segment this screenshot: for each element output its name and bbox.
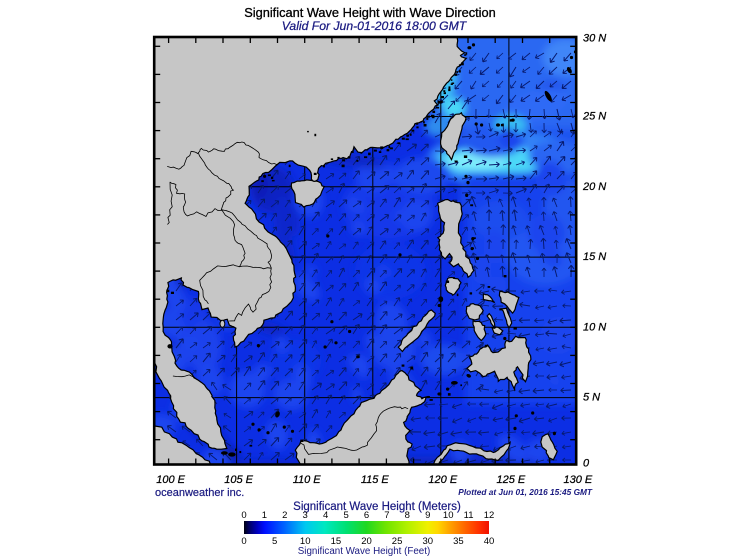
- svg-text:20 N: 20 N: [582, 181, 606, 193]
- svg-text:35: 35: [453, 536, 464, 547]
- svg-text:25 N: 25 N: [582, 111, 606, 123]
- svg-text:2: 2: [282, 510, 287, 521]
- svg-text:10 N: 10 N: [583, 321, 606, 333]
- svg-text:130 E: 130 E: [564, 474, 593, 486]
- svg-text:100 E: 100 E: [156, 474, 185, 486]
- svg-text:5: 5: [272, 536, 277, 547]
- svg-text:15 N: 15 N: [583, 251, 606, 263]
- svg-text:Significant Wave Height (Meter: Significant Wave Height (Meters): [293, 501, 461, 513]
- svg-text:Significant Wave Height with W: Significant Wave Height with Wave Direct…: [244, 5, 496, 20]
- svg-text:25: 25: [392, 536, 403, 547]
- svg-text:6: 6: [364, 510, 369, 521]
- svg-text:10: 10: [300, 536, 311, 547]
- svg-text:30 N: 30 N: [583, 33, 606, 45]
- svg-text:3: 3: [303, 510, 308, 521]
- svg-text:105 E: 105 E: [224, 474, 253, 486]
- svg-text:120 E: 120 E: [428, 474, 457, 486]
- svg-text:30: 30: [423, 536, 434, 547]
- svg-text:0: 0: [241, 510, 246, 521]
- svg-text:7: 7: [384, 510, 389, 521]
- svg-text:115 E: 115 E: [361, 474, 390, 486]
- svg-text:4: 4: [323, 510, 328, 521]
- svg-text:Valid For Jun-01-2016 18:00 GM: Valid For Jun-01-2016 18:00 GMT: [282, 19, 468, 33]
- svg-text:1: 1: [262, 510, 267, 521]
- svg-text:110 E: 110 E: [293, 474, 322, 486]
- svg-text:125 E: 125 E: [497, 474, 526, 486]
- svg-text:Plotted at Jun 01, 2016 15:45: Plotted at Jun 01, 2016 15:45 GMT: [458, 487, 593, 497]
- svg-text:0: 0: [241, 536, 246, 547]
- svg-text:8: 8: [405, 510, 410, 521]
- svg-text:10: 10: [443, 510, 454, 521]
- svg-text:Significant Wave Height (Feet): Significant Wave Height (Feet): [298, 546, 431, 557]
- svg-text:11: 11: [464, 510, 474, 521]
- svg-text:5 N: 5 N: [583, 392, 600, 404]
- svg-text:20: 20: [361, 536, 372, 547]
- svg-text:0: 0: [583, 458, 590, 470]
- svg-text:40: 40: [484, 536, 495, 547]
- svg-text:15: 15: [331, 536, 342, 547]
- svg-text:12: 12: [484, 510, 495, 521]
- svg-text:9: 9: [425, 510, 430, 521]
- svg-text:oceanweather inc.: oceanweather inc.: [155, 487, 244, 499]
- svg-text:5: 5: [343, 510, 348, 521]
